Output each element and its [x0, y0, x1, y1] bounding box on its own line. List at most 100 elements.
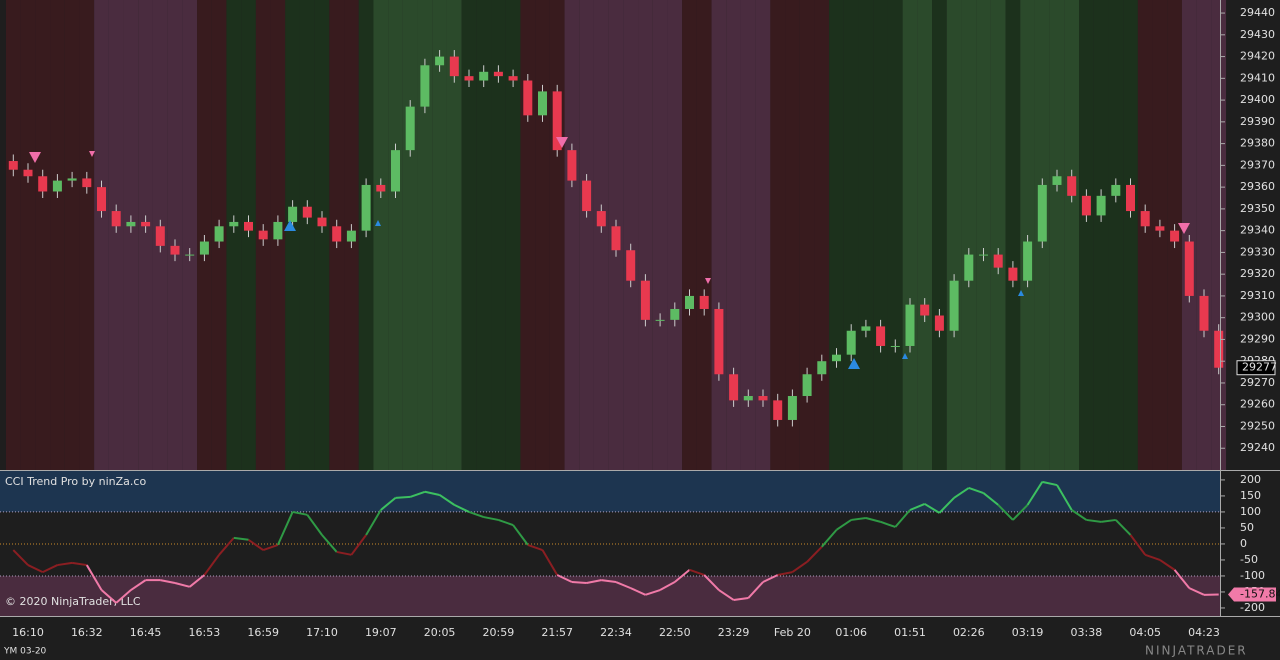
- candle-body: [97, 187, 106, 212]
- candle-body: [685, 295, 694, 309]
- buy-signal: [1018, 290, 1024, 296]
- candle-body: [832, 354, 841, 362]
- trend-zone: [314, 0, 330, 470]
- candle-body: [8, 161, 18, 170]
- candle-body: [876, 326, 886, 346]
- cci-line: [174, 582, 190, 588]
- cci-line: [835, 519, 852, 531]
- candle-body: [699, 295, 709, 309]
- cci-line: [527, 543, 543, 551]
- candle-body: [170, 245, 180, 255]
- cci-line: [571, 581, 587, 584]
- candle-body: [82, 178, 92, 188]
- candle-body: [449, 56, 459, 77]
- buy-signal: [848, 358, 860, 369]
- y-tick-label: 150: [1240, 489, 1261, 502]
- candle-body: [420, 65, 430, 107]
- candle-body: [640, 280, 650, 320]
- candle-body: [1096, 195, 1106, 216]
- x-tick-label: 20:05: [424, 626, 456, 639]
- candle-body: [611, 226, 621, 251]
- y-tick-label: 29300: [1240, 311, 1275, 324]
- x-tick-label: 22:34: [600, 626, 632, 639]
- cci-line: [615, 581, 632, 590]
- trend-zone: [623, 0, 639, 470]
- trend-zone: [593, 0, 609, 470]
- trend-zone: [79, 0, 95, 470]
- trend-zone: [446, 0, 462, 470]
- trend-zone: [682, 0, 697, 470]
- candle-body: [52, 180, 62, 192]
- y-tick-label: 100: [1240, 505, 1261, 518]
- trend-zone: [740, 0, 756, 470]
- y-tick-label: 29350: [1240, 202, 1275, 215]
- cci-line: [292, 510, 308, 516]
- cci-line: [57, 561, 73, 567]
- candle-body: [1214, 330, 1224, 368]
- candle-body: [890, 345, 900, 347]
- candle-body: [787, 396, 797, 420]
- candle-body: [346, 230, 356, 242]
- cci-line: [395, 495, 411, 499]
- x-tick-label: 16:32: [71, 626, 103, 639]
- trend-zone: [638, 0, 653, 470]
- candle-body: [258, 230, 268, 240]
- candle-body: [1126, 184, 1135, 212]
- cci-line: [218, 537, 235, 556]
- y-tick-label: 29330: [1240, 245, 1275, 258]
- y-tick-label: 29250: [1240, 419, 1275, 432]
- candle-body: [493, 71, 503, 77]
- candle-body: [185, 254, 195, 256]
- y-tick-label: 29360: [1240, 180, 1275, 193]
- cci-line: [12, 549, 29, 566]
- y-tick-label: 29370: [1240, 158, 1275, 171]
- candle-body: [332, 226, 342, 242]
- trend-zone: [1137, 0, 1153, 470]
- last-cci: -157.84: [1240, 587, 1280, 600]
- cci-line: [894, 509, 911, 528]
- y-tick-label: -50: [1240, 553, 1258, 566]
- cci-line: [1100, 518, 1116, 523]
- trend-zone: [182, 0, 198, 470]
- candle-body: [670, 308, 680, 320]
- y-tick-label: 50: [1240, 521, 1254, 534]
- candle-body: [317, 217, 327, 227]
- candle-body: [508, 76, 518, 81]
- cci-line: [247, 538, 264, 551]
- x-tick-label: 16:59: [247, 626, 279, 639]
- trend-zone: [770, 0, 786, 470]
- symbol: YM 03-20: [3, 647, 47, 657]
- cci-line: [938, 497, 955, 514]
- trend-zone: [814, 0, 830, 470]
- y-tick-label: 29270: [1240, 376, 1275, 389]
- buy-signal: [902, 353, 908, 359]
- trend-zone: [1196, 0, 1212, 470]
- cci-line: [160, 579, 176, 584]
- candle-body: [626, 250, 636, 281]
- candle-body: [302, 206, 312, 218]
- cci-line: [498, 518, 514, 526]
- cci-line: [85, 564, 103, 591]
- candle-body: [155, 226, 165, 246]
- cci-line: [777, 571, 793, 576]
- x-tick-label: 20:59: [483, 626, 515, 639]
- x-tick-label: 16:45: [130, 626, 162, 639]
- cci-line: [1129, 534, 1147, 556]
- cci-line: [674, 569, 691, 583]
- cci-line: [468, 510, 485, 518]
- candle-body: [1184, 241, 1194, 296]
- buy-signal: [284, 220, 296, 231]
- trend-zone: [461, 0, 477, 470]
- trend-zone: [902, 0, 918, 470]
- cci-line: [645, 589, 661, 596]
- cci-line: [733, 597, 749, 601]
- cci-line: [483, 516, 499, 521]
- x-tick-label: 17:10: [306, 626, 338, 639]
- y-tick-label: 29430: [1240, 28, 1275, 41]
- cci-line: [276, 511, 294, 546]
- cci-line: [262, 543, 279, 551]
- cci-line: [100, 589, 117, 604]
- candle-body: [464, 76, 474, 81]
- candle-body: [1052, 176, 1062, 185]
- y-tick-label: 29240: [1240, 441, 1275, 454]
